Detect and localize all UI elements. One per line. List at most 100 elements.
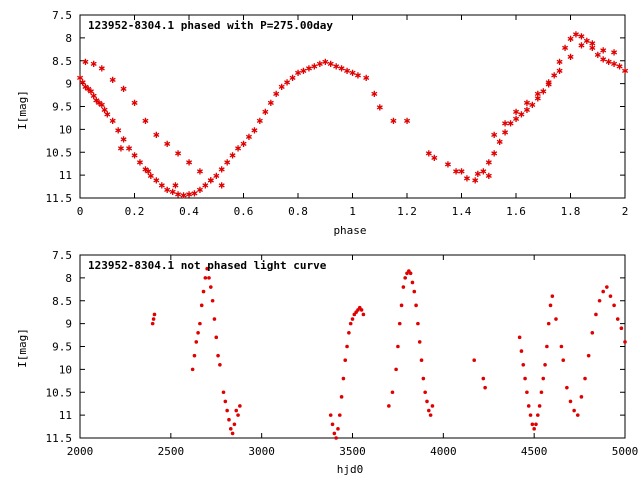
data-point: ✱ — [540, 84, 547, 97]
data-point: ✱ — [77, 71, 84, 84]
data-point — [428, 413, 433, 417]
data-point: ✱ — [507, 117, 514, 130]
data-point — [414, 303, 418, 308]
x-tick-label: 2000 — [67, 445, 94, 458]
data-point: ✱ — [153, 174, 160, 187]
data-point: ✱ — [289, 71, 296, 84]
data-point — [236, 413, 240, 417]
data-point — [597, 298, 602, 303]
x-tick-label: 1.8 — [561, 205, 581, 218]
data-point — [387, 404, 391, 408]
x-tick-label: 0.8 — [288, 205, 308, 218]
data-point: ✱ — [300, 64, 307, 77]
data-point: ✱ — [153, 128, 160, 141]
data-point — [399, 303, 404, 308]
data-point: ✱ — [600, 52, 607, 65]
data-point — [341, 376, 346, 381]
data-point — [330, 422, 335, 427]
phased-data-points: ✱✱✱✱✱✱✱✱✱✱✱✱✱✱✱✱✱✱✱✱✱✱✱✱✱✱✱✱✱✱✱✱✱✱✱✱✱✱✱✱… — [77, 27, 629, 201]
data-point — [151, 317, 156, 321]
data-point — [536, 413, 540, 417]
data-point — [612, 303, 616, 308]
data-point: ✱ — [355, 68, 362, 81]
data-point: ✱ — [496, 135, 503, 148]
data-point — [559, 344, 564, 349]
data-point: ✱ — [235, 142, 242, 155]
data-point — [546, 321, 551, 326]
data-point: ✱ — [278, 80, 285, 93]
data-point — [550, 294, 555, 298]
y-tick-label: 10.5 — [46, 386, 73, 399]
data-point: ✱ — [273, 87, 280, 100]
data-point — [343, 358, 348, 363]
data-point — [390, 390, 395, 395]
data-point — [218, 363, 222, 367]
data-point: ✱ — [425, 146, 432, 159]
data-point — [334, 436, 338, 440]
data-point — [192, 353, 197, 358]
data-point: ✱ — [556, 55, 563, 68]
data-point — [223, 399, 228, 404]
y-tick-label: 11.5 — [46, 432, 73, 445]
data-point — [150, 321, 155, 326]
data-point: ✱ — [115, 123, 122, 136]
data-point — [347, 330, 351, 335]
y-tick-label: 7.5 — [52, 249, 72, 262]
data-point: ✱ — [578, 30, 585, 43]
data-point: ✱ — [311, 59, 318, 72]
data-point: ✱ — [376, 101, 383, 114]
data-point: ✱ — [524, 103, 531, 116]
data-point — [198, 321, 202, 326]
data-point — [401, 285, 406, 289]
data-point — [608, 294, 613, 298]
data-point — [336, 427, 340, 431]
data-point — [232, 422, 237, 427]
data-point: ✱ — [513, 112, 520, 125]
data-point — [410, 280, 415, 285]
data-point: ✱ — [404, 114, 411, 127]
x-tick-label: 4500 — [521, 445, 548, 458]
data-point: ✱ — [251, 123, 258, 136]
data-point — [545, 344, 549, 349]
data-point: ✱ — [431, 151, 438, 164]
data-point — [228, 427, 233, 431]
data-point: ✱ — [262, 105, 269, 118]
data-point: ✱ — [224, 155, 231, 168]
unphased-chart-title: 123952-8304.1 not phased light curve — [88, 259, 327, 272]
data-point — [526, 404, 531, 408]
data-point — [615, 317, 620, 321]
data-point: ✱ — [491, 146, 498, 159]
data-point: ✱ — [316, 57, 323, 70]
data-point: ✱ — [545, 78, 552, 91]
data-point: ✱ — [79, 75, 86, 88]
data-point — [227, 417, 231, 422]
data-point — [328, 413, 333, 417]
data-point — [548, 303, 553, 308]
data-point: ✱ — [88, 84, 95, 97]
data-point: ✱ — [513, 105, 520, 118]
unphased-light-curve-panel: 2000 2500 3000 3500 4000 4500 5000 7.5 8 8.5 9 9.5… — [16, 249, 638, 476]
data-point: ✱ — [137, 155, 144, 168]
data-point: ✱ — [475, 167, 482, 180]
y-tick-label: 8 — [65, 272, 72, 285]
data-point: ✱ — [551, 68, 558, 81]
data-point — [207, 276, 211, 280]
phased-x-axis-label: phase — [333, 224, 366, 237]
data-point: ✱ — [338, 62, 345, 75]
phased-chart-title: 123952-8304.1 phased with P=275.00day — [88, 19, 333, 32]
data-point: ✱ — [109, 114, 116, 127]
data-point — [419, 358, 424, 363]
data-point: ✱ — [567, 32, 574, 45]
data-point — [554, 317, 558, 321]
data-point: ✱ — [164, 183, 171, 196]
x-tick-label: 0.4 — [179, 205, 199, 218]
y-tick-label: 10 — [59, 123, 72, 136]
x-tick-label: 1.4 — [452, 205, 472, 218]
data-point: ✱ — [257, 114, 264, 127]
y-tick-label: 7.5 — [52, 9, 72, 22]
data-point — [528, 413, 533, 417]
data-point: ✱ — [207, 174, 214, 187]
data-point: ✱ — [589, 41, 596, 54]
y-tick-label: 8.5 — [52, 295, 72, 308]
